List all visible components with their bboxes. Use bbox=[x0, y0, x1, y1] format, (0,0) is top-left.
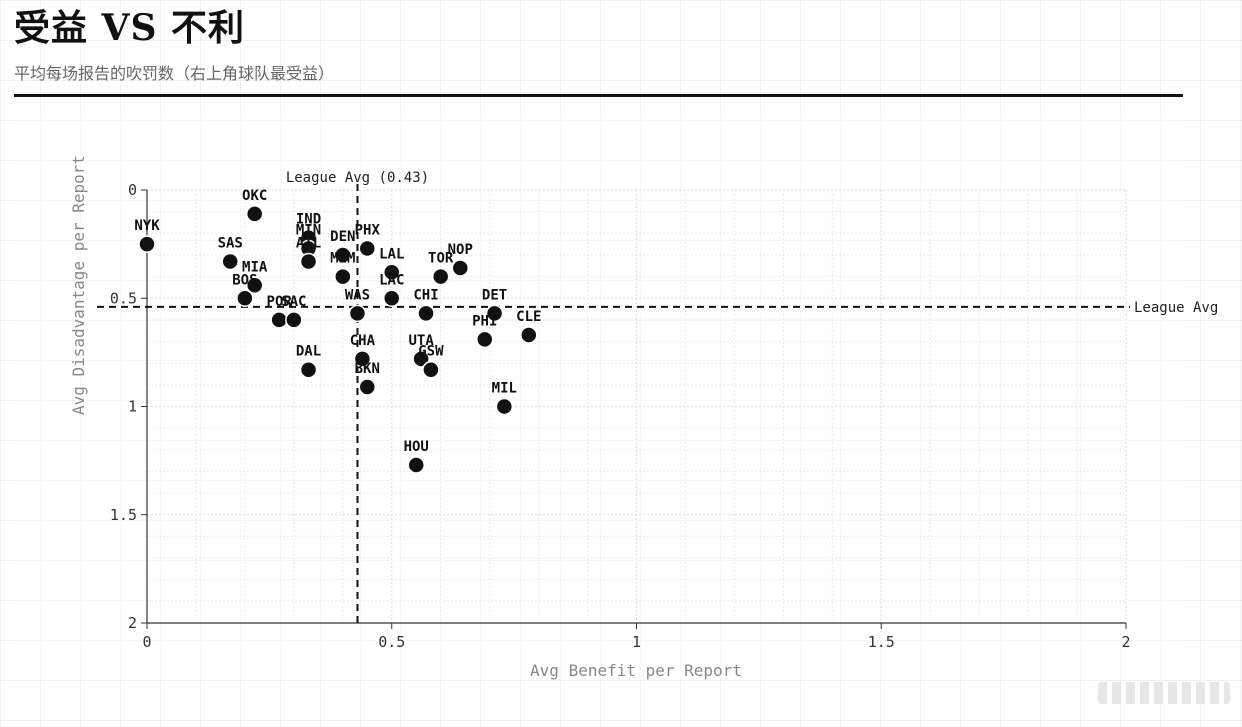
team-point-bkn[interactable] bbox=[358, 378, 377, 396]
team-label-okc: OKC bbox=[242, 188, 267, 204]
watermark bbox=[1098, 682, 1230, 704]
team-label-dal: DAL bbox=[296, 344, 321, 360]
x-tick-label: 0 bbox=[142, 633, 151, 651]
y-tick-label: 2 bbox=[128, 614, 137, 632]
team-point-cha[interactable] bbox=[353, 350, 372, 368]
team-label-gsw: GSW bbox=[418, 344, 444, 360]
team-label-min: MIN bbox=[296, 222, 321, 238]
team-label-chi: CHI bbox=[413, 287, 438, 303]
team-label-cha: CHA bbox=[350, 333, 376, 349]
tick-labels: 0 0.5 1 1.5 200.511.52 bbox=[110, 181, 1131, 651]
team-label-sac: SAC bbox=[281, 294, 306, 310]
team-label-bos: BOS bbox=[232, 272, 257, 288]
team-point-okc[interactable] bbox=[245, 205, 264, 223]
team-label-tor: TOR bbox=[428, 251, 454, 267]
team-point-uta[interactable] bbox=[412, 350, 430, 368]
x-axis-title: Avg Benefit per Report bbox=[530, 661, 742, 680]
league-avg-x-label: League Avg (0.43) bbox=[286, 170, 429, 186]
team-label-lal: LAL bbox=[379, 246, 404, 262]
team-point-mia[interactable] bbox=[245, 276, 264, 295]
x-tick-label: 1.5 bbox=[868, 633, 895, 651]
team-label-bkn: BKN bbox=[355, 361, 380, 377]
team-point-den[interactable] bbox=[334, 246, 352, 264]
team-label-por: POR bbox=[267, 294, 293, 310]
team-point-cle[interactable] bbox=[520, 326, 538, 344]
y-tick-label: 1 bbox=[128, 398, 137, 416]
team-label-lac: LAC bbox=[379, 272, 404, 288]
chart-title: 受益 VS 不利 bbox=[14, 7, 245, 49]
team-label-uta: UTA bbox=[408, 333, 434, 349]
team-label-ind: IND bbox=[296, 212, 321, 228]
team-label-det: DET bbox=[482, 287, 507, 303]
team-point-mil[interactable] bbox=[495, 397, 514, 416]
team-point-mem[interactable] bbox=[334, 267, 352, 286]
data-points bbox=[138, 205, 538, 474]
team-label-was: WAS bbox=[345, 287, 370, 303]
x-tick-label: 0.5 bbox=[378, 633, 405, 651]
team-point-sac[interactable] bbox=[285, 311, 303, 329]
team-label-sas: SAS bbox=[218, 235, 243, 251]
reference-lines: League Avg (0.43) League Avg bbox=[97, 170, 1218, 623]
team-label-nop: NOP bbox=[448, 242, 473, 258]
team-point-sas[interactable] bbox=[221, 252, 239, 271]
team-label-den: DEN bbox=[330, 229, 355, 245]
team-point-dal[interactable] bbox=[299, 360, 318, 379]
team-label-hou: HOU bbox=[404, 439, 429, 455]
team-point-hou[interactable] bbox=[407, 456, 425, 474]
y-tick-label: 0 bbox=[128, 181, 137, 199]
plot-backdrop bbox=[14, 118, 1183, 678]
team-point-atl[interactable] bbox=[299, 252, 318, 271]
team-point-nyk[interactable] bbox=[138, 235, 156, 253]
team-label-atl: ATL bbox=[296, 235, 321, 251]
team-point-nop[interactable] bbox=[451, 259, 470, 277]
team-point-tor[interactable] bbox=[431, 267, 450, 286]
gridlines bbox=[146, 189, 1127, 624]
team-label-nyk: NYK bbox=[134, 218, 160, 234]
team-point-det[interactable] bbox=[485, 304, 504, 323]
team-label-mem: MEM bbox=[330, 251, 355, 267]
team-point-phi[interactable] bbox=[476, 330, 494, 349]
y-tick-label: 1.5 bbox=[110, 506, 137, 524]
team-point-bos[interactable] bbox=[236, 289, 254, 307]
team-point-phx[interactable] bbox=[358, 239, 377, 258]
x-tick-label: 1 bbox=[632, 633, 641, 651]
chart-subtitle: 平均每场报告的吹罚数（右上角球队最受益） bbox=[14, 64, 335, 83]
team-point-was[interactable] bbox=[348, 304, 367, 323]
x-tick-label: 2 bbox=[1121, 633, 1130, 651]
team-label-mia: MIA bbox=[242, 259, 268, 275]
team-label-mil: MIL bbox=[492, 381, 517, 397]
league-avg-y-label: League Avg bbox=[1134, 300, 1218, 316]
team-point-gsw[interactable] bbox=[422, 360, 440, 379]
team-label-cle: CLE bbox=[516, 309, 541, 325]
team-point-lac[interactable] bbox=[383, 289, 401, 307]
y-tick-label: 0.5 bbox=[110, 289, 137, 307]
team-label-phi: PHI bbox=[472, 313, 497, 329]
team-point-lal[interactable] bbox=[383, 263, 401, 282]
header-divider bbox=[14, 94, 1183, 97]
team-point-por[interactable] bbox=[270, 311, 288, 329]
team-label-phx: PHX bbox=[355, 222, 381, 238]
y-axis-title: Avg Disadvantage per Report bbox=[69, 155, 88, 415]
team-point-chi[interactable] bbox=[417, 304, 435, 323]
